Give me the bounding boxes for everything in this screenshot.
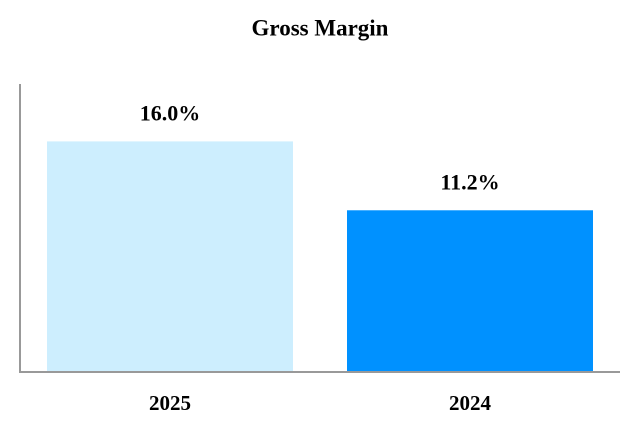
value-label: 16.0% [140,100,201,125]
chart-title: Gross Margin [252,15,389,40]
x-tick-label: 2024 [449,391,492,415]
bar [347,210,593,371]
bar [47,141,293,371]
x-tick-label: 2025 [149,391,191,415]
value-label: 11.2% [440,169,499,194]
